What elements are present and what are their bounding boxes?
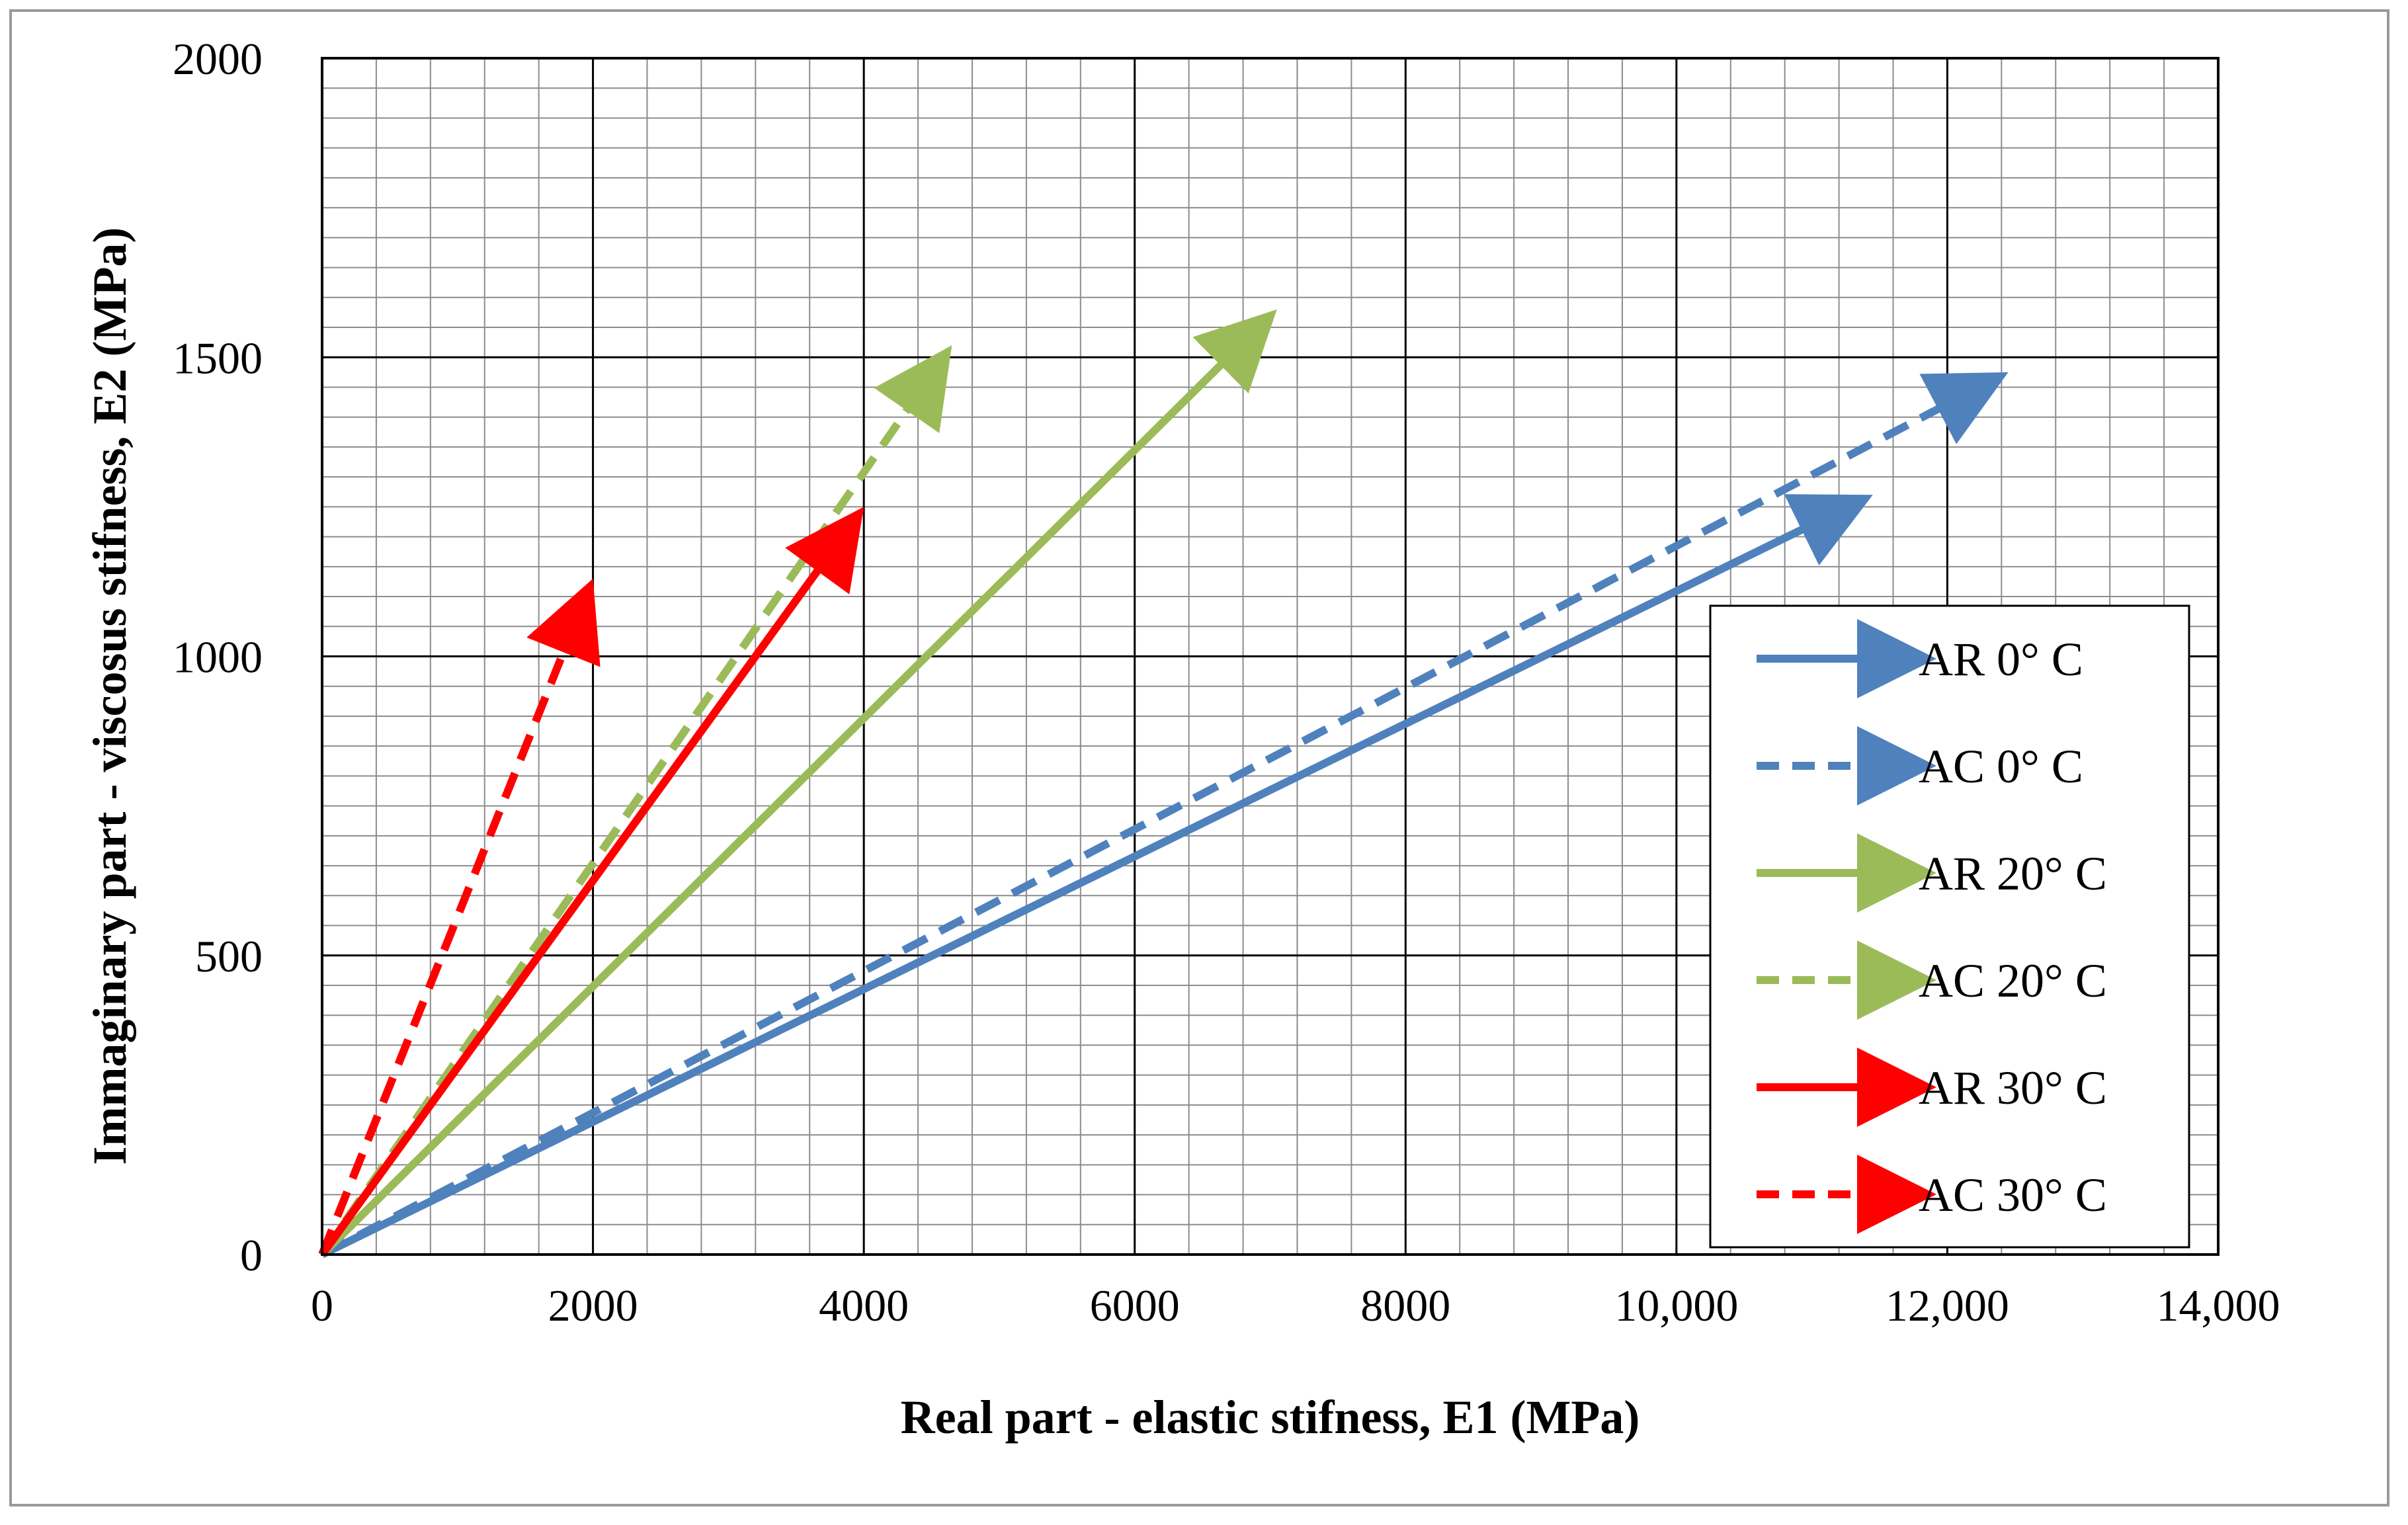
series-arrow-ar-0-c [320, 494, 1873, 1258]
y-tick-label: 500 [195, 931, 263, 981]
legend-label: AR 20° C [1919, 847, 2107, 900]
x-tick-label: 6000 [1090, 1280, 1180, 1331]
x-tick-label: 14,000 [2157, 1280, 2280, 1331]
y-tick-label: 2000 [173, 34, 263, 84]
plot-border [321, 57, 2220, 1256]
y-tick-label: 1000 [173, 632, 263, 682]
y-tick-label: 0 [240, 1230, 263, 1280]
legend-label: AR 30° C [1919, 1061, 2107, 1114]
legend-label: AC 20° C [1919, 954, 2107, 1007]
series-arrow-ac-0-c [320, 372, 2009, 1258]
x-tick-label: 2000 [548, 1280, 638, 1331]
series-layer [318, 309, 2009, 1258]
x-tick-label: 4000 [819, 1280, 909, 1331]
legend-label: AC 0° C [1919, 740, 2083, 793]
legend-label: AR 0° C [1919, 633, 2083, 686]
x-tick-label: 10,000 [1614, 1280, 1738, 1331]
legend: AR 0° C AC 0° C AR 20° C AC 20° C AR 30° C AC… [1709, 604, 2190, 1249]
legend-label: AC 30° C [1919, 1169, 2107, 1221]
y-axis-title: Immaginary part - viscosus stifness, E2 … [83, 227, 136, 1165]
y-tick-label: 1500 [173, 333, 263, 383]
legend-box [1709, 604, 2190, 1249]
series-arrow-ar-30-c [319, 507, 864, 1257]
x-tick-labels: 0 2000 4000 6000 8000 10,000 12,000 14,000 [311, 1280, 2280, 1331]
y-tick-labels: 0 500 1000 1500 2000 [173, 34, 263, 1280]
x-tick-label: 0 [311, 1280, 333, 1331]
x-tick-label: 8000 [1360, 1280, 1450, 1331]
series-arrow-ac-30-c [318, 578, 601, 1257]
series-arrow-ar-20-c [319, 309, 1277, 1258]
x-tick-label: 12,000 [1886, 1280, 2009, 1331]
x-axis-title: Real part - elastic stifness, E1 (MPa) [901, 1391, 1640, 1444]
